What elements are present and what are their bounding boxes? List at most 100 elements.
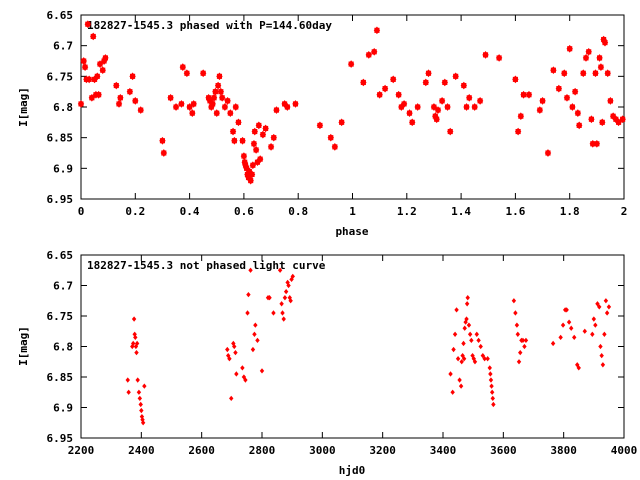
unphased-data-point <box>550 340 556 347</box>
unphased-data-point <box>448 371 453 377</box>
unphased-data-point <box>450 389 455 395</box>
phased-axis-ticks: 0 0.2 0.4 0.6 0.8 1 1.2 1.4 1.6 1.8 2 6.65 6.7 6.75 6.… <box>47 9 628 218</box>
phased-data-point-core <box>82 64 88 70</box>
unphased-data-point <box>474 331 479 337</box>
phased-data-point-core <box>97 61 103 67</box>
phased-data-point-core <box>184 70 190 76</box>
phased-data-point-core <box>371 49 377 55</box>
phased-data-point-core <box>550 67 556 73</box>
unphased-x-tick-label: 3800 <box>550 444 577 457</box>
phased-x-tick-label: 0.2 <box>125 205 145 218</box>
unphased-data-point <box>250 346 256 353</box>
phased-data-point-core <box>466 95 472 101</box>
unphased-data-point <box>590 331 595 337</box>
phased-data-point-core <box>613 116 619 122</box>
unphased-y-tick-label: 6.8 <box>53 341 73 354</box>
unphased-data-point <box>457 377 462 383</box>
unphased-data-point <box>283 288 289 295</box>
phased-data-point-core <box>78 101 84 107</box>
unphased-x-tick-label: 2800 <box>249 444 276 457</box>
phased-data-point-core <box>241 153 247 159</box>
phased-y-axis-label: I[mag] <box>17 87 30 127</box>
unphased-data-point <box>597 304 602 310</box>
phased-data-point-core <box>159 138 166 144</box>
phased-data-point-core <box>477 98 483 104</box>
unphased-data-point <box>280 310 285 316</box>
phased-y-tick-label: 6.8 <box>53 101 73 114</box>
phased-data-point-core <box>254 159 261 165</box>
unphased-data-point <box>564 307 569 313</box>
phased-data-point-core <box>212 89 218 95</box>
phased-data-point-core <box>328 135 334 141</box>
phased-data-point-core <box>178 101 185 107</box>
phased-data-point-core <box>590 141 596 147</box>
unphased-data-point <box>482 356 487 362</box>
phased-data-point-core <box>216 73 223 79</box>
phased-data-point-core <box>444 104 451 110</box>
unphased-data-point <box>286 282 291 289</box>
unphased-x-axis-label: hjd0 <box>339 464 366 477</box>
unphased-data-point <box>595 301 600 307</box>
unphased-data-point <box>604 310 610 316</box>
unphased-data-point <box>523 337 529 344</box>
unphased-data-point <box>514 322 520 328</box>
phased-data-point-core <box>423 79 429 86</box>
phased-data-point-core <box>610 113 616 119</box>
unphased-data-point <box>602 331 607 337</box>
phased-data-point-core <box>90 33 96 40</box>
phased-x-tick-label: 0.6 <box>234 205 254 218</box>
unphased-data-point <box>267 295 272 301</box>
phased-data-point-core <box>425 70 432 76</box>
unphased-x-tick-label: 4000 <box>611 444 638 457</box>
unphased-data-point <box>469 337 474 344</box>
unphased-data-point <box>240 365 245 371</box>
phased-x-tick-label: 0 <box>78 205 85 218</box>
unphased-data-point <box>488 371 493 377</box>
phased-data-point-core <box>580 70 586 76</box>
phased-data-point-core <box>161 150 167 156</box>
unphased-data-point <box>135 377 140 383</box>
unphased-data-point <box>461 340 466 347</box>
unphased-data-point <box>259 368 265 374</box>
phased-data-point-core <box>537 107 543 113</box>
phased-data-point-core <box>257 156 263 162</box>
phased-data-point-core <box>396 92 402 98</box>
phased-data-point-core <box>85 21 91 27</box>
unphased-data-point <box>136 389 142 395</box>
unphased-data-point <box>572 334 577 340</box>
unphased-data-point <box>575 362 580 368</box>
unphased-data-point <box>140 420 146 426</box>
phased-data-point-core <box>575 110 581 116</box>
phased-x-tick-label: 1 <box>349 205 356 218</box>
unphased-data-point <box>459 359 464 365</box>
phased-data-point-core <box>233 104 239 110</box>
phased-data-point-core <box>401 101 407 107</box>
phased-data-point-core <box>439 98 445 104</box>
unphased-data-point <box>593 322 598 328</box>
phased-data-point-core <box>230 128 236 135</box>
phased-data-point-core <box>207 98 213 104</box>
phased-data-point-core <box>138 107 144 113</box>
unphased-x-tick-label: 3600 <box>490 444 517 457</box>
phased-data-point-core <box>127 89 133 95</box>
phased-data-point-core <box>210 101 216 107</box>
unphased-data-point <box>255 337 260 344</box>
unphased-data-point <box>277 267 283 273</box>
phased-data-point-core <box>251 141 257 147</box>
phased-data-point-core <box>586 49 592 55</box>
phased-data-point-core <box>599 119 605 125</box>
unphased-data-point <box>569 325 574 331</box>
phased-data-point-core <box>605 70 611 76</box>
phased-data-point-core <box>208 104 214 110</box>
phased-data-point-core <box>94 73 100 79</box>
unphased-data-point <box>281 316 286 322</box>
phased-x-axis-label: phase <box>335 225 368 238</box>
phased-chart-title: 182827-1545.3 phased with P=144.60day <box>87 19 332 32</box>
phased-data-point-core <box>191 101 197 107</box>
unphased-light-curve-chart: I[mag] hjd0 182827-1545.3 not phased lig… <box>17 249 637 477</box>
unphased-data-point <box>139 407 144 414</box>
phased-data-point-core <box>620 116 626 122</box>
unphased-y-tick-label: 6.75 <box>47 310 74 323</box>
phased-data-point-core <box>256 122 262 128</box>
